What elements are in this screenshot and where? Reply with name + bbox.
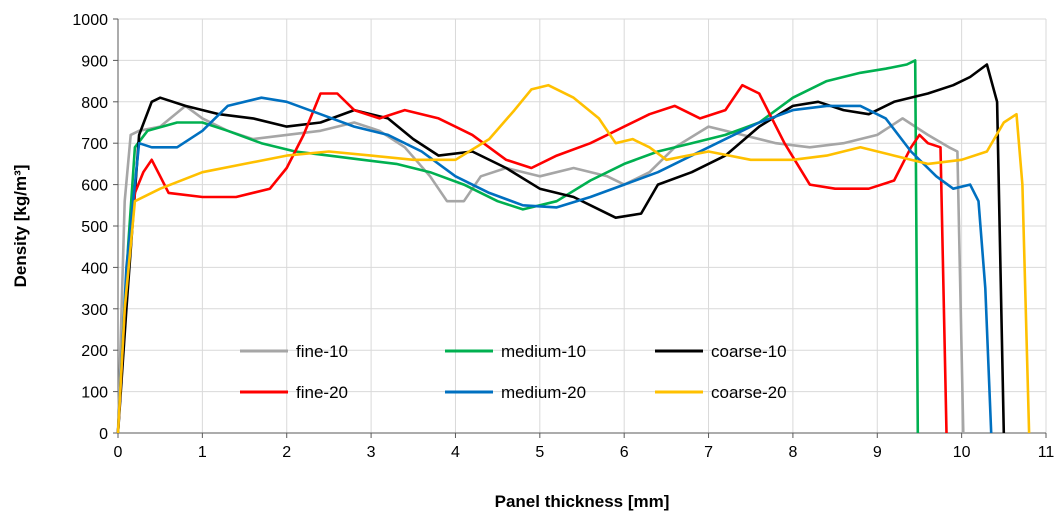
x-tick-label: 5 (535, 444, 544, 461)
legend-label: fine-20 (296, 383, 348, 402)
x-axis-title: Panel thickness [mm] (495, 492, 670, 511)
y-tick-label: 1000 (72, 12, 108, 29)
y-tick-label: 300 (81, 302, 108, 319)
x-tick-label: 3 (367, 444, 376, 461)
y-tick-label: 100 (81, 385, 108, 402)
legend-item-coarse-10: coarse-10 (655, 342, 787, 361)
x-tick-label: 7 (704, 444, 713, 461)
legend-label: medium-10 (501, 342, 586, 361)
legend: fine-10 medium-10 coarse-10 fine-20 medium-2… (240, 342, 787, 402)
legend-label: medium-20 (501, 383, 586, 402)
x-tick-label: 10 (953, 444, 971, 461)
y-tick-label: 700 (81, 136, 108, 153)
x-tick-label: 9 (873, 444, 882, 461)
legend-item-medium-20: medium-20 (445, 383, 586, 402)
legend-item-coarse-20: coarse-20 (655, 383, 787, 402)
x-tick-label: 6 (620, 444, 629, 461)
y-tick-label: 800 (81, 95, 108, 112)
legend-label: coarse-10 (711, 342, 787, 361)
x-tick-label: 8 (788, 444, 797, 461)
y-tick-label: 200 (81, 343, 108, 360)
x-tick-label: 2 (282, 444, 291, 461)
series (118, 60, 1029, 433)
y-axis-title: Density [kg/m³] (11, 165, 30, 288)
legend-item-fine-10: fine-10 (240, 342, 348, 361)
y-tick-label: 600 (81, 178, 108, 195)
y-tick-label: 0 (99, 426, 108, 443)
legend-label: coarse-20 (711, 383, 787, 402)
series-line-coarse-20 (118, 85, 1029, 433)
x-tick-label: 4 (451, 444, 460, 461)
y-tick-label: 900 (81, 53, 108, 70)
legend-item-fine-20: fine-20 (240, 383, 348, 402)
x-tick-label: 0 (114, 444, 123, 461)
legend-label: fine-10 (296, 342, 348, 361)
x-tick-label: 1 (198, 444, 207, 461)
y-tick-label: 500 (81, 219, 108, 236)
y-tick-label: 400 (81, 260, 108, 277)
legend-item-medium-10: medium-10 (445, 342, 586, 361)
x-tick-label: 11 (1038, 444, 1055, 461)
grid (118, 19, 1046, 433)
series-line-coarse-10 (118, 65, 1004, 434)
